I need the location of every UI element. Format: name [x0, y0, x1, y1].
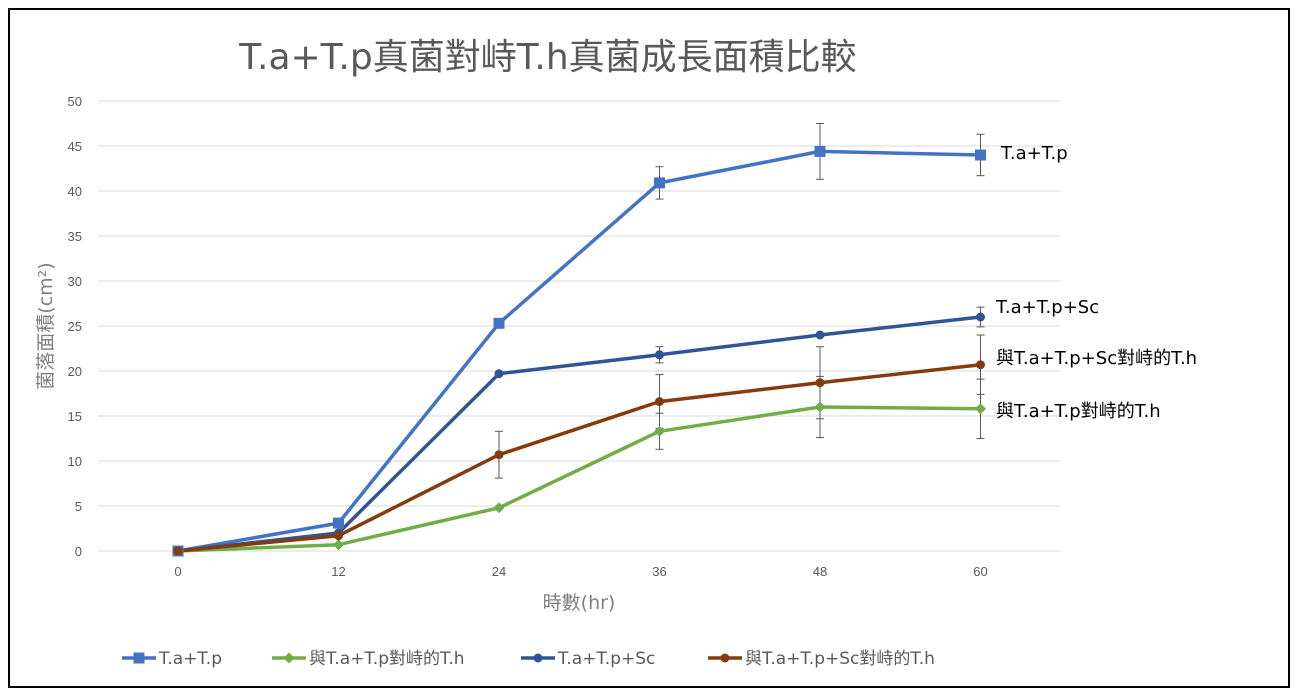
series-1-point [493, 317, 505, 329]
series-4-point [815, 378, 825, 388]
legend-entry: 與T.a+T.p對峙的T.h [309, 649, 465, 669]
series-line-1 [176, 149, 983, 553]
error-bars [495, 123, 985, 479]
series-markers [172, 145, 986, 557]
y-tick-label: 15 [68, 409, 82, 424]
series-4-point [976, 360, 985, 370]
series-line-4 [176, 362, 983, 553]
series-4-point [334, 531, 343, 541]
series-lines [176, 149, 983, 553]
chart-frame [8, 8, 1290, 688]
legend-swatch-marker [133, 652, 145, 664]
x-tick-label: 60 [973, 564, 987, 579]
legend-entry: T.a+T.p [158, 649, 222, 669]
y-tick-label: 35 [68, 229, 82, 244]
x-tick-labels: 0 12 24 36 48 60 [174, 564, 987, 579]
series-annotations: T.a+T.p 與T.a+T.p對峙的T.h T.a+T.p+Sc 與T.a+T.p+… [995, 143, 1197, 422]
x-tick-label: 48 [813, 564, 827, 579]
legend-swatch-marker [283, 652, 295, 664]
legend-swatch-marker [533, 653, 543, 663]
y-tick-label: 5 [75, 499, 82, 514]
series-2-point [493, 502, 505, 514]
series-3-point [815, 330, 825, 340]
x-tick-label: 0 [174, 564, 181, 579]
series-1-point [814, 145, 826, 157]
y-tick-label: 0 [75, 544, 82, 559]
x-tick-label: 36 [652, 564, 666, 579]
y-axis-label: 菌落面積(cm²) [35, 262, 57, 389]
x-tick-label: 24 [492, 564, 506, 579]
legend: T.a+T.p 與T.a+T.p對峙的T.h T.a+T.p+Sc 與T.a+T.p+… [122, 649, 935, 669]
series-2-point [333, 539, 344, 551]
series-1-point [975, 149, 986, 161]
series-1-point [654, 177, 665, 189]
y-tick-label: 45 [68, 139, 82, 154]
x-axis-label: 時數(hr) [543, 592, 616, 614]
series-3-point [655, 350, 664, 360]
chart-title: T.a+T.p真菌對峙T.h真菌成長面積比較 [238, 37, 856, 78]
y-tick-label: 25 [68, 319, 82, 334]
y-tick-label: 20 [68, 364, 82, 379]
y-tick-label: 40 [68, 184, 82, 199]
y-tick-label: 50 [68, 94, 82, 109]
series-line-3 [176, 315, 983, 553]
series-4-point [494, 450, 504, 460]
series-annotation: T.a+T.p+Sc [995, 297, 1099, 318]
series-3-point [976, 312, 985, 322]
legend-swatch-marker [720, 653, 730, 663]
series-2-point [814, 401, 826, 413]
series-2-point [975, 403, 986, 415]
series-3-point [494, 369, 504, 379]
series-1-point [333, 517, 344, 529]
legend-entry: T.a+T.p+Sc [557, 649, 655, 669]
series-annotation: T.a+T.p [1000, 143, 1068, 164]
x-tick-label: 12 [331, 564, 345, 579]
series-2-point [654, 425, 665, 437]
series-annotation: 與T.a+T.p對峙的T.h [996, 401, 1161, 422]
series-annotation: 與T.a+T.p+Sc對峙的T.h [996, 348, 1197, 369]
y-tick-label: 30 [68, 274, 82, 289]
y-tick-labels: 0 5 10 15 20 25 30 35 40 45 50 [68, 94, 82, 559]
series-line-2 [176, 405, 983, 553]
legend-entry: 與T.a+T.p+Sc對峙的T.h [745, 649, 935, 669]
series-4-point [655, 397, 664, 407]
y-tick-label: 10 [68, 454, 82, 469]
series-4-point [173, 546, 183, 556]
